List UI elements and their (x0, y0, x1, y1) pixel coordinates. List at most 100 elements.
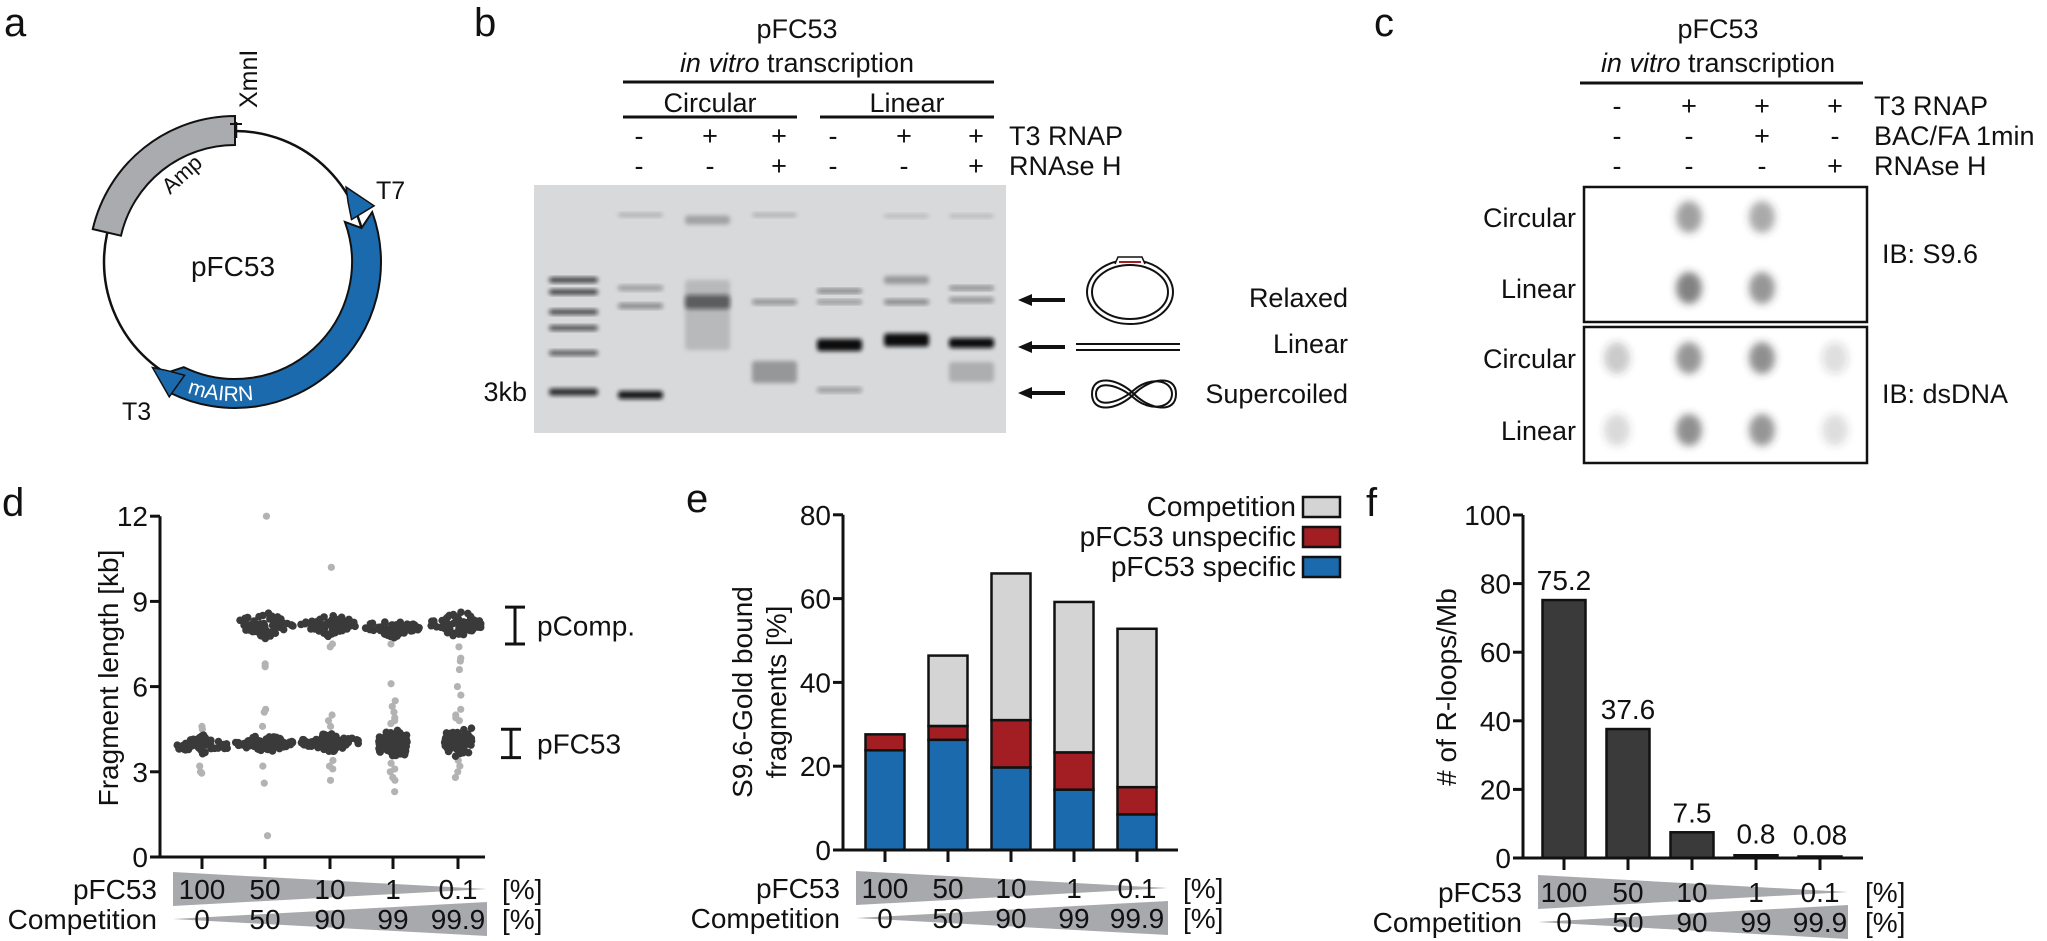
bar (1605, 727, 1651, 860)
outlier-point (391, 776, 399, 784)
range-bracket-icon (501, 727, 521, 760)
data-label: 7.5 (1673, 797, 1712, 828)
gel-band (949, 338, 994, 348)
antibody-label: IB: dsDNA (1882, 379, 2008, 409)
outlier-point (260, 779, 268, 787)
stacked-bar-segment (927, 738, 969, 852)
data-point (194, 734, 203, 743)
x-row-value: 50 (1612, 877, 1643, 908)
y-tick-label: 0 (132, 842, 148, 873)
data-point (299, 735, 307, 744)
gel-band (752, 299, 797, 305)
blot-box-s96 (1582, 185, 1869, 324)
gel-image (534, 185, 1006, 433)
x-row-value: 99.9 (1793, 907, 1848, 938)
y-tick-label: 20 (1480, 774, 1511, 805)
treatment-sign: + (896, 121, 912, 151)
treatment-sign: - (1685, 121, 1694, 151)
data-point (327, 734, 336, 743)
x-row-value: 0.1 (1118, 873, 1157, 904)
data-point (241, 614, 249, 623)
x-row-value: 90 (1676, 907, 1707, 938)
data-point (459, 628, 468, 637)
x-row-label: Competition (1373, 907, 1522, 938)
data-point (261, 737, 270, 745)
gel-band (949, 286, 994, 290)
data-point (329, 611, 338, 620)
group-label-linear: Linear (869, 88, 944, 118)
range-bracket-icon (505, 605, 525, 646)
y-axis-label: S9.6-Gold bound (727, 586, 758, 798)
x-row-value: 99.9 (431, 904, 486, 935)
x-row-value: 0.1 (1801, 877, 1840, 908)
treatment-sign: - (635, 121, 644, 151)
outlier-point (391, 697, 399, 705)
blot-dot (1749, 414, 1775, 446)
data-point (457, 608, 465, 617)
x-row-label: pFC53 (1438, 877, 1522, 908)
data-point (445, 626, 454, 634)
outlier-point (455, 643, 463, 651)
data-point (188, 742, 196, 750)
panel-label-c: c (1374, 1, 1394, 45)
x-row-value: 0 (877, 903, 893, 934)
outlier-point (456, 657, 464, 665)
stacked-bar-segment (990, 766, 1032, 852)
chart-s96-gold-bound: 0 20 40 60 80 S9.6-Gold bound fragments [%] Com… (691, 491, 1342, 935)
gel-band (949, 362, 994, 382)
outlier-point (388, 702, 396, 711)
gel-band (685, 215, 730, 225)
data-point (268, 612, 276, 621)
plasmid-name: pFC53 (191, 251, 275, 282)
data-point (389, 630, 397, 638)
blot-box-dsdna (1582, 325, 1869, 465)
data-point (260, 619, 268, 628)
data-point (457, 748, 466, 756)
outlier-point (258, 722, 267, 730)
data-point (201, 741, 210, 749)
dna-form-label: Relaxed (1249, 283, 1348, 313)
gel-subtitle: in vitro transcription (680, 48, 914, 78)
treatment-sign: - (635, 151, 644, 181)
unit-label: [%] (1865, 877, 1905, 908)
data-point (201, 733, 209, 742)
dot-blot-panel: pFC53 in vitro transcription - + + + T3 RNAP… (1483, 14, 2035, 465)
stacked-bar-segment (1053, 751, 1095, 791)
gel-band (949, 297, 994, 303)
y-tick-label: 60 (800, 584, 831, 615)
treatment-sign: + (1754, 91, 1770, 121)
blot-dot (1822, 342, 1848, 374)
legend-swatch (1301, 495, 1342, 519)
data-point (464, 609, 472, 618)
treatment-sign: + (1681, 91, 1697, 121)
data-point (399, 627, 407, 635)
data-point (382, 728, 391, 737)
blot-dot (1749, 272, 1775, 304)
data-point (323, 631, 332, 639)
data-point (443, 737, 452, 746)
data-point (297, 620, 305, 629)
t3-label: T3 (122, 398, 151, 426)
outlier-point (391, 788, 399, 796)
x-row-value: 50 (932, 903, 963, 934)
x-row-value: 100 (179, 874, 226, 905)
data-point (335, 627, 344, 635)
outlier-point (455, 665, 464, 674)
data-point (381, 619, 389, 628)
treatment-sign: + (1827, 151, 1843, 181)
outlier-point (196, 762, 204, 770)
data-point (256, 631, 265, 640)
t7-label: T7 (376, 177, 405, 205)
data-point (396, 618, 405, 627)
treatment-label: T3 RNAP (1009, 121, 1123, 151)
x-row-value: 0 (194, 904, 210, 935)
x-row-label: pFC53 (756, 873, 840, 904)
stacked-bar-segment (1053, 788, 1095, 852)
unit-label: [%] (502, 874, 542, 905)
y-tick-label: 40 (1480, 706, 1511, 737)
data-point (314, 743, 322, 752)
data-point (307, 742, 316, 751)
treatment-sign: - (1613, 151, 1622, 181)
treatment-sign: + (968, 151, 984, 181)
gel-band (884, 333, 929, 347)
